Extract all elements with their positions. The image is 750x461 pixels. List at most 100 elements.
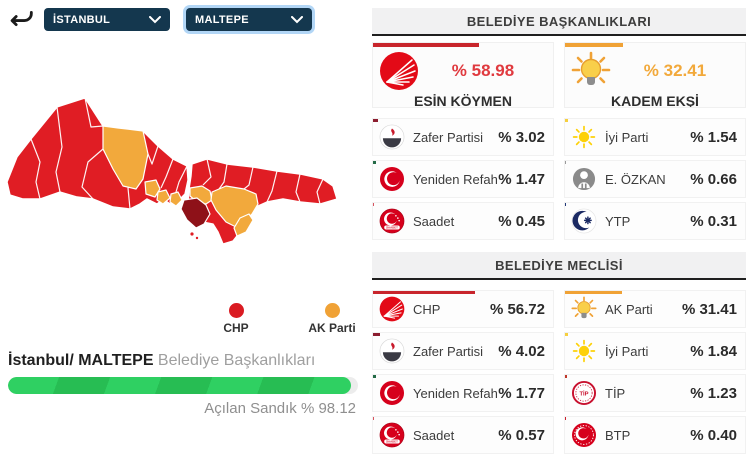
- legend-item-chp: CHP: [205, 303, 267, 335]
- vote-share-bar: [373, 333, 381, 336]
- party-name: Saadet: [413, 427, 455, 443]
- vote-share-bar: [565, 417, 566, 420]
- akparti-color-dot-icon: [324, 303, 340, 318]
- party-name: BTP: [605, 427, 631, 443]
- party-percent: % 31.41: [681, 300, 737, 318]
- party-percent: % 1.47: [498, 170, 545, 188]
- candidate-name: ESİN KÖYMEN: [413, 93, 512, 108]
- tip-logo-icon: [571, 380, 597, 406]
- province-select[interactable]: İSTANBUL: [44, 8, 170, 31]
- map-pane: İSTANBUL MALTEPE: [0, 0, 368, 461]
- yeniden-refah-logo-icon: [379, 380, 405, 406]
- party-name: İyi Parti: [605, 343, 649, 359]
- party-percent: % 3.02: [498, 128, 545, 146]
- chevron-down-icon: [149, 15, 161, 23]
- zafer-partisi-logo-icon: [379, 338, 405, 364]
- legend-item-akparti: AK Parti: [301, 303, 363, 335]
- vote-share-bar: [373, 417, 375, 420]
- party-percent: % 0.40: [690, 426, 737, 444]
- party-name: Yeniden Refah: [413, 385, 498, 401]
- location-title: İstanbul/ MALTEPE Belediye Başkanlıkları: [8, 352, 315, 370]
- party-percent: % 1.84: [690, 342, 737, 360]
- candidate-percent: % 32.41: [643, 61, 707, 80]
- vote-share-bar: [373, 375, 377, 378]
- party-percent: % 0.66: [690, 170, 737, 188]
- party-row-ozkan: E. ÖZKAN % 0.66: [564, 160, 746, 198]
- independent-candidate-icon: [571, 166, 597, 192]
- vote-share-bar: [565, 203, 566, 206]
- party-percent: % 0.31: [690, 212, 737, 230]
- party-percent: % 0.57: [498, 426, 545, 444]
- vote-share-bar: [373, 43, 480, 47]
- section-header-council: BELEDİYE MECLİSİ: [372, 252, 746, 280]
- party-name: YTP: [605, 213, 631, 229]
- vote-share-bar: [565, 375, 568, 378]
- party-name: İyi Parti: [605, 129, 649, 145]
- vote-share-bar: [565, 43, 624, 47]
- party-row-iyi-parti: İyi Parti % 1.54: [564, 118, 746, 156]
- party-name: Yeniden Refah: [413, 171, 498, 187]
- party-row-akparti: AK Parti % 31.41: [564, 290, 746, 328]
- results-pane: BELEDİYE BAŞKANLIKLARI % 58.98 ESİN KÖYM…: [372, 0, 746, 461]
- legend-label: AK Parti: [308, 321, 356, 335]
- party-row-saadet: Saadet % 0.45: [372, 202, 554, 240]
- ballot-progress-fill: [8, 377, 352, 394]
- ytp-logo-icon: [571, 208, 597, 234]
- party-name: AK Parti: [605, 301, 653, 317]
- candidate-name: KADEM EKŞİ: [611, 93, 699, 108]
- ballot-progress-track: [8, 377, 358, 394]
- party-percent: % 1.23: [690, 384, 737, 402]
- party-row-saadet: Saadet % 0.57: [372, 416, 554, 454]
- ballot-opened-label: Açılan Sandık % 98.12: [204, 400, 356, 417]
- yeniden-refah-logo-icon: [379, 166, 405, 192]
- map-legend: CHP AK Parti: [205, 303, 363, 335]
- iyi-parti-logo-icon: [571, 338, 597, 364]
- party-percent: % 0.45: [498, 212, 545, 230]
- location-title-rest: Belediye Başkanlıkları: [153, 352, 316, 369]
- back-button[interactable]: [8, 6, 36, 32]
- party-percent: % 4.02: [498, 342, 545, 360]
- party-row-iyi-parti: İyi Parti % 1.84: [564, 332, 746, 370]
- zafer-partisi-logo-icon: [379, 124, 405, 150]
- akparti-logo-icon: [571, 51, 611, 91]
- party-percent: % 56.72: [489, 300, 545, 318]
- party-name: E. ÖZKAN: [605, 171, 666, 187]
- district-select[interactable]: MALTEPE: [186, 8, 312, 31]
- vote-share-bar: [565, 333, 569, 336]
- vote-share-bar: [565, 291, 622, 294]
- vote-share-bar: [565, 119, 568, 122]
- iyi-parti-logo-icon: [571, 124, 597, 150]
- district-select-value: MALTEPE: [195, 13, 249, 26]
- party-row-yeniden-refah: Yeniden Refah % 1.47: [372, 160, 554, 198]
- chevron-down-icon: [291, 15, 303, 23]
- party-row-yeniden-refah: Yeniden Refah % 1.77: [372, 374, 554, 412]
- party-name: Zafer Partisi: [413, 129, 484, 145]
- party-percent: % 1.77: [498, 384, 545, 402]
- section-title: BELEDİYE BAŞKANLIKLARI: [466, 13, 652, 29]
- location-title-bold: İstanbul/ MALTEPE: [8, 352, 154, 369]
- section-header-mayoral: BELEDİYE BAŞKANLIKLARI: [372, 8, 746, 36]
- akparti-logo-icon: [571, 296, 597, 322]
- chp-color-dot-icon: [228, 303, 244, 318]
- istanbul-district-map[interactable]: [6, 92, 358, 270]
- vote-share-bar: [373, 119, 379, 122]
- section-title: BELEDİYE MECLİSİ: [495, 257, 623, 273]
- saadet-logo-icon: [379, 208, 405, 234]
- legend-label: CHP: [223, 321, 249, 335]
- chp-logo-icon: [379, 296, 405, 322]
- chp-logo-icon: [379, 51, 419, 91]
- party-row-zafer: Zafer Partisi % 3.02: [372, 118, 554, 156]
- party-row-chp: CHP % 56.72: [372, 290, 554, 328]
- candidate-card-chp: % 58.98 ESİN KÖYMEN: [372, 42, 554, 108]
- party-name: Saadet: [413, 213, 455, 229]
- candidate-percent: % 58.98: [451, 61, 515, 80]
- vote-share-bar: [565, 161, 567, 164]
- province-select-value: İSTANBUL: [53, 13, 111, 26]
- vote-share-bar: [373, 291, 476, 294]
- saadet-logo-icon: [379, 422, 405, 448]
- vote-share-bar: [373, 203, 374, 206]
- party-row-ytp: YTP % 0.31: [564, 202, 746, 240]
- party-name: TİP: [605, 385, 626, 401]
- btp-logo-icon: [571, 422, 597, 448]
- party-row-zafer: Zafer Partisi % 4.02: [372, 332, 554, 370]
